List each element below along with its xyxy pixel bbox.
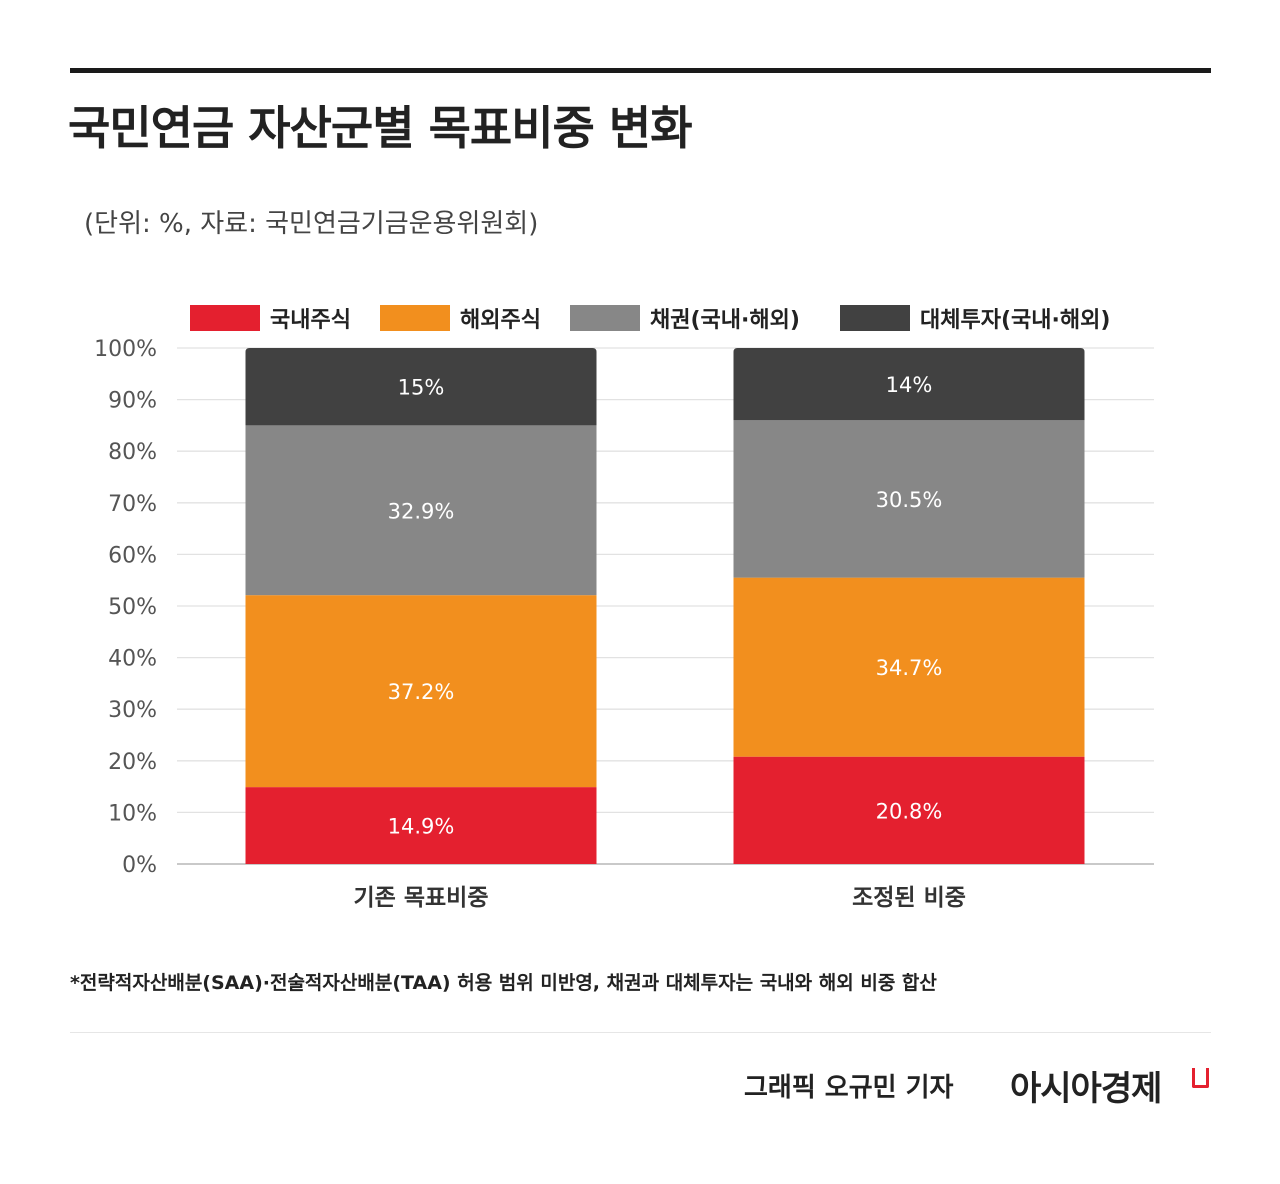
legend-label: 국내주식 [270,308,351,333]
brand-mark-icon [1192,1068,1209,1088]
legend-label: 채권(국내·해외) [650,308,800,333]
brand-logo: 아시아경제 [1010,1069,1162,1109]
bar-segment [733,420,1085,578]
y-tick-label: 80% [108,440,157,465]
legend-label: 해외주식 [460,308,541,333]
footnote: *전략적자산배분(SAA)·전술적자산배분(TAA) 허용 범위 미반영, 채권… [70,972,937,994]
y-tick-label: 40% [108,647,157,672]
bottom-rule [70,1032,1211,1033]
y-tick-label: 30% [108,698,157,723]
legend-swatch [380,305,450,331]
legend-item-bond: 채권(국내·해외) [570,300,800,336]
legend-item-foreign-stock: 해외주식 [380,300,541,336]
x-category-label: 기존 목표비중 [354,885,489,911]
bar-segment [245,595,597,788]
legend-swatch [840,305,910,331]
bar-segment [245,425,597,596]
y-tick-label: 70% [108,492,157,517]
bar-segment [733,756,1085,864]
stacked-bar-chart: 0% 10% 20% 30% 40% 50% 60% 70% 80% 90% 100% 14.9% 37… [94,337,1154,911]
y-tick-label: 20% [108,750,157,775]
data-label: 20.8% [876,799,943,823]
x-category-label: 조정된 비중 [852,885,966,911]
chart-title: 국민연금 자산군별 목표비중 변화 [68,101,693,155]
data-label: 14.9% [388,815,455,839]
bar-segment [245,787,597,864]
legend-item-alternative: 대체투자(국내·해외) [840,300,1110,336]
credit: 그래픽 오규민 기자 [744,1073,954,1103]
data-label: 15% [398,376,445,400]
legend-swatch [190,305,260,331]
y-tick-label: 90% [108,389,157,414]
data-label: 37.2% [388,680,455,704]
bar-segment [733,348,1085,421]
y-tick-label: 100% [94,337,157,362]
data-label: 32.9% [388,499,455,523]
legend-item-domestic-stock: 국내주식 [190,300,351,336]
y-tick-label: 60% [108,543,157,568]
y-tick-label: 10% [108,801,157,826]
y-tick-label: 50% [108,595,157,620]
bar-segment [245,348,597,426]
y-tick-label: 0% [122,853,157,878]
legend-swatch [570,305,640,331]
legend-label: 대체투자(국내·해외) [920,308,1111,333]
data-label: 34.7% [876,656,943,680]
chart-subtitle: (단위: %, 자료: 국민연금기금운용위원회) [84,209,539,239]
data-label: 30.5% [876,488,943,512]
data-label: 14% [886,373,933,397]
top-rule [70,68,1211,73]
bar-segment [733,577,1085,757]
